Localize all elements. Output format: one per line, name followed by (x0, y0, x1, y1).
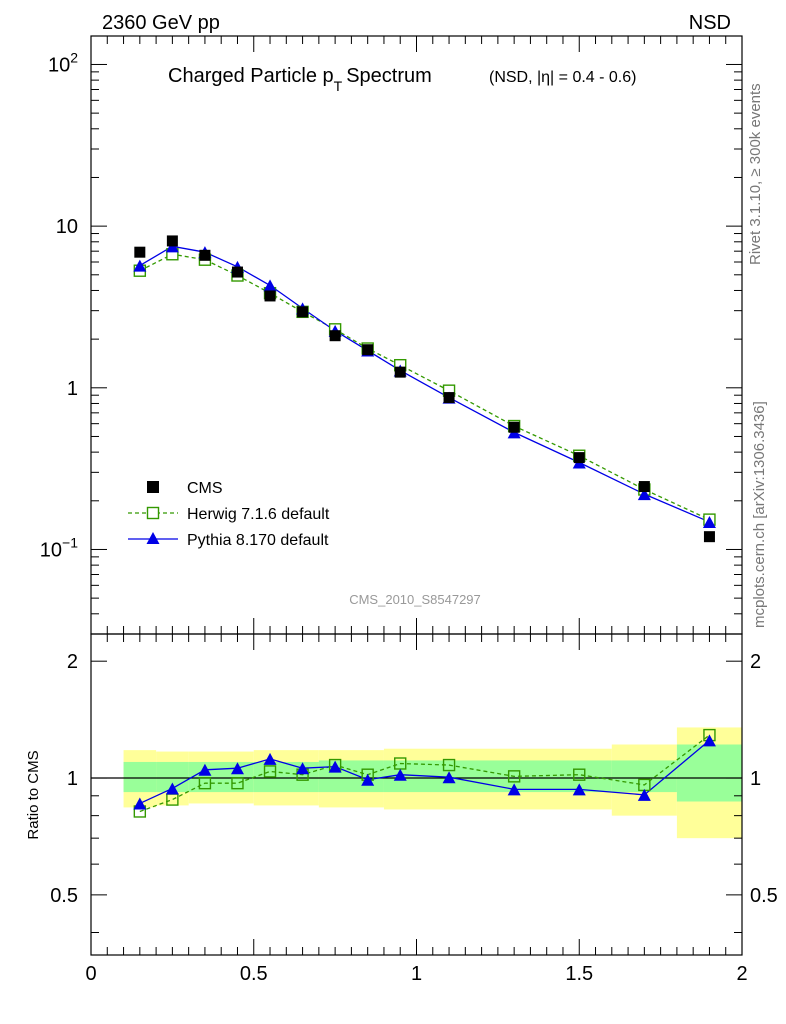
plot-title: Charged Particle pT Spectrum (168, 65, 432, 94)
legend-herwig-marker (146, 506, 160, 520)
pythia-point (133, 259, 147, 272)
cms-point (329, 330, 341, 342)
main-plot-ticks: 10−1 1 10 102 (40, 36, 743, 635)
pythia-ratio-point (230, 762, 244, 775)
cms-point (134, 246, 146, 258)
cms-point (508, 421, 520, 433)
ratio-plot-panel: 0.5 0.5 1 1 2 2 0 0.5 1 1.5 2 Ratio to CMS (25, 633, 778, 985)
pythia-ratio-point (442, 771, 456, 784)
pythia-ratio-point (263, 752, 277, 765)
header-right: NSD (689, 12, 731, 34)
y-tick-label: 1 (67, 378, 78, 400)
ratio-y-tick-label-right: 2 (750, 651, 761, 673)
cms-point (264, 290, 276, 302)
cms-point (199, 249, 211, 261)
stat-uncertainty-band (318, 760, 384, 793)
ratio-plot-series (133, 728, 716, 818)
cms-point (297, 306, 309, 318)
x-tick-label: 1.5 (565, 963, 593, 985)
pythia-ratio-point (198, 763, 212, 776)
main-plot-series (133, 235, 716, 543)
pythia-ratio-line (139, 739, 710, 805)
cms-point (231, 266, 243, 278)
pythia-ratio-point (507, 783, 521, 796)
stat-uncertainty-band (676, 744, 742, 802)
stat-uncertainty-band (123, 761, 157, 793)
x-tick-label: 0 (85, 963, 96, 985)
pythia-ratio-point (393, 768, 407, 781)
pythia-ratio-point (165, 782, 179, 795)
ratio-y-tick-label-right: 0.5 (750, 885, 778, 907)
ratio-plot-ticks: 0.5 0.5 1 1 2 2 0 0.5 1 1.5 2 (50, 634, 778, 985)
herwig-ratio-point (507, 770, 521, 783)
pythia-ratio-point (637, 788, 651, 801)
stat-uncertainty-band (253, 761, 319, 793)
herwig-ratio-point (263, 765, 277, 778)
analysis-id: CMS_2010_S8547297 (349, 592, 481, 607)
legend-pythia-label: Pythia 8.170 default (187, 532, 329, 549)
ratio-y-tick-label: 0.5 (50, 885, 78, 907)
pythia-ratio-point (572, 783, 586, 796)
legend: CMS Herwig 7.1.6 default Pythia 8.170 de… (128, 480, 330, 549)
legend-cms-label: CMS (187, 480, 223, 497)
legend-herwig-label: Herwig 7.1.6 default (187, 506, 330, 523)
cms-point (573, 452, 585, 464)
x-tick-label: 0.5 (240, 963, 268, 985)
pythia-point (637, 488, 651, 501)
pythia-ratio-point (328, 760, 342, 773)
pythia-point (263, 279, 277, 292)
herwig-ratio-point (231, 776, 244, 790)
x-tick-label: 1 (411, 963, 422, 985)
plot-title-selection: (NSD, |η| = 0.4 - 0.6) (489, 69, 636, 86)
cms-point (638, 481, 650, 493)
herwig-ratio-point (198, 776, 212, 790)
cms-point (703, 531, 715, 543)
herwig-ratio-point (573, 768, 586, 781)
ratio-y-tick-label: 2 (67, 651, 78, 673)
cms-point (362, 344, 374, 356)
pythia-ratio-point (361, 773, 375, 786)
ratio-plot-frame (90, 633, 743, 956)
rivet-label: Rivet 3.1.10, ≥ 300k events (747, 83, 764, 265)
ratio-y-tick-label-right: 1 (750, 768, 761, 790)
main-plot-panel: 10−1 1 10 102 Charged Particle pT Spectrum (… (40, 35, 743, 635)
herwig-ratio-point (442, 758, 456, 772)
herwig-line (139, 253, 710, 521)
pythia-line (139, 245, 710, 523)
mcplots-label: mcplots.cern.ch [arXiv:1306.3436] (751, 401, 768, 628)
ratio-y-tick-label: 1 (67, 768, 78, 790)
ratio-y-label: Ratio to CMS (25, 750, 42, 839)
cms-point (166, 235, 178, 247)
legend-pythia-marker (146, 532, 160, 544)
y-tick-label: 102 (48, 49, 78, 76)
cms-point (394, 366, 406, 378)
header-left: 2360 GeV pp (102, 12, 220, 34)
y-tick-label: 10−1 (40, 534, 78, 561)
pythia-point (702, 515, 716, 528)
legend-cms-marker (147, 481, 159, 493)
y-tick-label: 10 (56, 216, 78, 238)
pythia-ratio-point (296, 762, 310, 775)
pythia-ratio-point (133, 797, 147, 810)
cms-point (443, 392, 455, 404)
herwig-ratio-line (139, 734, 710, 813)
pythia-ratio-point (702, 734, 716, 747)
x-tick-label: 2 (736, 963, 747, 985)
